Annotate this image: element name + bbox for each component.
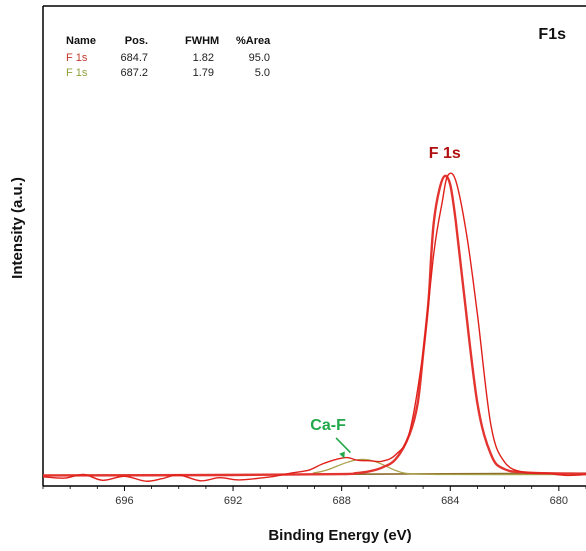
fit-row-2-area: 5.0 — [255, 67, 270, 79]
x-tick-label-680: 680 — [550, 495, 568, 507]
fit-row-1-name: F 1s — [66, 52, 88, 64]
annotation-ca-f-arrow — [335, 437, 351, 454]
fit-table-header-fwhm: FWHM — [185, 35, 219, 47]
x-tick-label-688: 688 — [332, 495, 350, 507]
fit-row-1-area: 95.0 — [249, 52, 270, 64]
fit-row-2-fwhm: 1.79 — [193, 67, 214, 79]
series-raw-line — [42, 172, 586, 482]
y-axis-title: Intensity (a.u.) — [9, 177, 26, 279]
x-tick-label-696: 696 — [115, 495, 133, 507]
x-tick-label-684: 684 — [441, 495, 459, 507]
fit-table: Name Pos. FWHM %Area F 1s 684.7 1.82 95.… — [66, 35, 271, 79]
fit-row-1-pos: 684.7 — [120, 52, 148, 64]
x-axis-title: Binding Energy (eV) — [268, 527, 411, 544]
annotation-ca-f-arrowhead — [339, 451, 345, 459]
series-layer — [42, 172, 586, 482]
x-tick-label-692: 692 — [224, 495, 242, 507]
annotation-f1s: F 1s — [429, 145, 461, 162]
fit-row-2-name: F 1s — [66, 67, 88, 79]
series-fit-line — [42, 174, 586, 477]
chart-title: F1s — [538, 26, 566, 43]
fit-table-header-area: %Area — [236, 35, 271, 47]
fit-row-2-pos: 687.2 — [120, 67, 148, 79]
x-ticks: 696 692 688 684 680 — [42, 486, 586, 507]
fit-table-header-pos: Pos. — [125, 35, 148, 47]
fit-row-1-fwhm: 1.82 — [193, 52, 214, 64]
fit-table-header-name: Name — [66, 35, 96, 47]
annotation-ca-f: Ca-F — [310, 417, 346, 434]
